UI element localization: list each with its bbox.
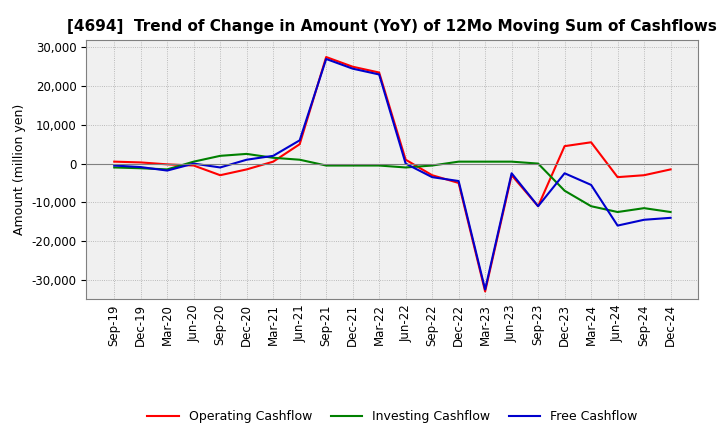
Free Cashflow	[454, 178, 463, 183]
Operating Cashflow	[640, 172, 649, 178]
Line: Operating Cashflow: Operating Cashflow	[114, 57, 670, 291]
Investing Cashflow	[322, 163, 330, 168]
Operating Cashflow	[401, 157, 410, 162]
Investing Cashflow	[295, 157, 304, 162]
Operating Cashflow	[110, 159, 119, 164]
Investing Cashflow	[640, 205, 649, 211]
Operating Cashflow	[375, 70, 384, 75]
Operating Cashflow	[613, 175, 622, 180]
Free Cashflow	[508, 171, 516, 176]
Investing Cashflow	[189, 159, 198, 164]
Investing Cashflow	[401, 165, 410, 170]
Investing Cashflow	[508, 159, 516, 164]
Free Cashflow	[136, 165, 145, 170]
Free Cashflow	[216, 165, 225, 170]
Free Cashflow	[560, 171, 569, 176]
Free Cashflow	[666, 215, 675, 220]
Free Cashflow	[348, 66, 357, 71]
Operating Cashflow	[243, 167, 251, 172]
Investing Cashflow	[136, 165, 145, 171]
Free Cashflow	[269, 153, 277, 158]
Free Cashflow	[587, 182, 595, 187]
Operating Cashflow	[136, 160, 145, 165]
Free Cashflow	[295, 138, 304, 143]
Investing Cashflow	[613, 209, 622, 215]
Operating Cashflow	[508, 172, 516, 178]
Free Cashflow	[428, 175, 436, 180]
Investing Cashflow	[269, 155, 277, 161]
Operating Cashflow	[534, 204, 542, 209]
Investing Cashflow	[216, 153, 225, 158]
Free Cashflow	[322, 56, 330, 62]
Investing Cashflow	[560, 188, 569, 193]
Investing Cashflow	[587, 204, 595, 209]
Line: Free Cashflow: Free Cashflow	[114, 59, 670, 290]
Investing Cashflow	[428, 163, 436, 168]
Operating Cashflow	[295, 142, 304, 147]
Title: [4694]  Trend of Change in Amount (YoY) of 12Mo Moving Sum of Cashflows: [4694] Trend of Change in Amount (YoY) o…	[68, 19, 717, 34]
Operating Cashflow	[269, 159, 277, 164]
Investing Cashflow	[534, 161, 542, 166]
Investing Cashflow	[666, 209, 675, 215]
Legend: Operating Cashflow, Investing Cashflow, Free Cashflow: Operating Cashflow, Investing Cashflow, …	[143, 405, 642, 428]
Operating Cashflow	[587, 139, 595, 145]
Operating Cashflow	[163, 162, 171, 167]
Operating Cashflow	[216, 172, 225, 178]
Free Cashflow	[534, 204, 542, 209]
Y-axis label: Amount (million yen): Amount (million yen)	[13, 104, 26, 235]
Investing Cashflow	[110, 165, 119, 170]
Free Cashflow	[243, 157, 251, 162]
Investing Cashflow	[481, 159, 490, 164]
Free Cashflow	[640, 217, 649, 222]
Free Cashflow	[163, 168, 171, 173]
Investing Cashflow	[163, 167, 171, 172]
Operating Cashflow	[454, 180, 463, 186]
Free Cashflow	[481, 287, 490, 292]
Free Cashflow	[375, 72, 384, 77]
Free Cashflow	[613, 223, 622, 228]
Investing Cashflow	[243, 151, 251, 157]
Investing Cashflow	[348, 163, 357, 168]
Line: Investing Cashflow: Investing Cashflow	[114, 154, 670, 212]
Operating Cashflow	[322, 55, 330, 60]
Operating Cashflow	[666, 167, 675, 172]
Free Cashflow	[189, 161, 198, 166]
Operating Cashflow	[189, 163, 198, 168]
Operating Cashflow	[481, 289, 490, 294]
Operating Cashflow	[348, 64, 357, 70]
Investing Cashflow	[375, 163, 384, 168]
Investing Cashflow	[454, 159, 463, 164]
Operating Cashflow	[428, 172, 436, 178]
Free Cashflow	[110, 163, 119, 168]
Free Cashflow	[401, 161, 410, 166]
Operating Cashflow	[560, 143, 569, 149]
